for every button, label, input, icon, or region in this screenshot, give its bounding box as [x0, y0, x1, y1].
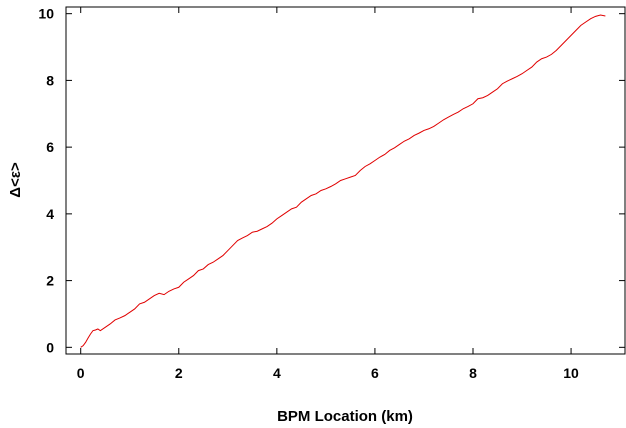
y-axis-ticks: 0 2 4 6 8 10	[38, 6, 625, 355]
y-axis-title: Δ<ε>	[7, 162, 24, 198]
y-tick-label: 2	[46, 273, 54, 289]
y-tick-label: 6	[46, 139, 54, 155]
y-tick-label: 10	[38, 6, 54, 22]
y-tick-label: 8	[46, 72, 54, 88]
plot-frame	[65, 6, 626, 355]
x-axis-ticks: 0 2 4 6 8 10	[77, 7, 579, 381]
x-axis-title: BPM Location (km)	[277, 408, 413, 425]
x-tick-label: 0	[77, 365, 85, 381]
x-tick-label: 8	[469, 365, 477, 381]
y-tick-label: 4	[46, 206, 54, 222]
series-line	[80, 14, 606, 348]
x-tick-label: 10	[563, 365, 579, 381]
x-tick-label: 4	[273, 365, 281, 381]
x-tick-label: 2	[175, 365, 183, 381]
y-tick-label: 0	[46, 339, 54, 355]
x-tick-label: 6	[371, 365, 379, 381]
